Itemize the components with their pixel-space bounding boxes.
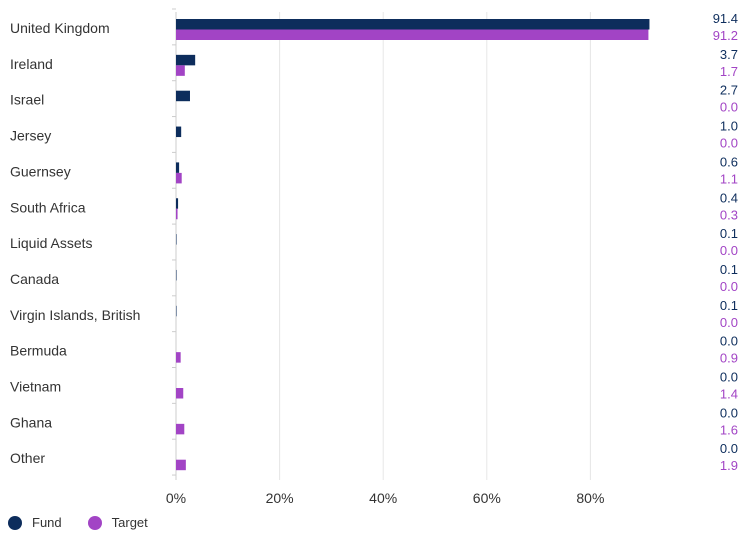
- bar-target: [176, 29, 649, 40]
- value-label-target: 0.0: [720, 279, 738, 294]
- bar-target: [176, 65, 185, 76]
- legend-label-fund: Fund: [32, 515, 62, 530]
- bar-target: [176, 352, 181, 363]
- value-label-fund: 0.0: [720, 405, 738, 420]
- bar-target: [176, 423, 185, 435]
- x-tick-label: 0%: [166, 490, 186, 506]
- x-tick-label: 60%: [473, 490, 501, 506]
- value-label-target: 1.6: [720, 422, 738, 437]
- bar-target: [176, 172, 182, 184]
- category-label: Israel: [10, 92, 44, 108]
- value-label-fund: 0.0: [720, 441, 738, 456]
- value-label-target: 1.1: [720, 171, 738, 186]
- category-label: Vietnam: [10, 379, 61, 395]
- value-label-target: 1.9: [720, 458, 738, 473]
- bar-fund: [176, 90, 190, 102]
- category-label: Ireland: [10, 56, 53, 72]
- category-label: Guernsey: [10, 163, 71, 179]
- value-label-fund: 91.4: [713, 11, 738, 26]
- legend: Fund Target: [8, 515, 174, 530]
- bar-fund: [176, 234, 177, 245]
- value-label-target: 0.0: [720, 243, 738, 258]
- value-label-fund: 0.6: [720, 154, 738, 169]
- x-tick-label: 20%: [266, 490, 294, 506]
- bar-target: [176, 388, 184, 399]
- category-label: Canada: [10, 271, 59, 287]
- bar-fund: [176, 19, 650, 30]
- legend-swatch-fund: [8, 515, 22, 530]
- value-label-target: 91.2: [713, 28, 738, 43]
- category-label: United Kingdom: [10, 20, 110, 36]
- legend-item-target: Target: [87, 515, 148, 530]
- legend-label-target: Target: [111, 515, 148, 530]
- value-label-fund: 0.4: [720, 190, 738, 205]
- legend-item-fund: Fund: [8, 515, 62, 530]
- value-label-fund: 0.0: [720, 334, 738, 349]
- value-label-fund: 0.1: [720, 226, 738, 241]
- value-label-fund: 2.7: [720, 83, 738, 98]
- value-label-fund: 0.1: [720, 262, 738, 277]
- category-label: Other: [10, 450, 45, 466]
- value-label-target: 0.0: [720, 315, 738, 330]
- category-label: South Africa: [10, 199, 86, 215]
- value-label-fund: 0.1: [720, 298, 738, 313]
- x-tick-label: 40%: [369, 490, 397, 506]
- value-label-target: 0.0: [720, 100, 738, 115]
- bar-fund: [176, 305, 177, 317]
- bar-fund: [176, 269, 177, 281]
- category-label: Jersey: [10, 128, 51, 144]
- bar-fund: [176, 126, 182, 138]
- value-label-fund: 1.0: [720, 119, 738, 134]
- category-label: Liquid Assets: [10, 235, 93, 251]
- bar-fund: [176, 198, 179, 209]
- bar-fund: [176, 54, 196, 66]
- value-label-fund: 3.7: [720, 47, 738, 62]
- x-tick-label: 80%: [576, 490, 604, 506]
- value-label-target: 0.3: [720, 207, 738, 222]
- value-label-target: 1.7: [720, 64, 738, 79]
- bar-target: [176, 459, 186, 471]
- category-label: Ghana: [10, 414, 52, 430]
- category-label: Virgin Islands, British: [10, 307, 140, 323]
- legend-swatch-target: [87, 515, 102, 530]
- category-label: Bermuda: [10, 343, 67, 359]
- value-label-target: 0.9: [720, 351, 738, 366]
- value-label-fund: 0.0: [720, 370, 738, 385]
- bar-fund: [176, 162, 180, 173]
- value-label-target: 1.4: [720, 387, 738, 402]
- bar-target: [176, 208, 178, 220]
- value-label-target: 0.0: [720, 136, 738, 151]
